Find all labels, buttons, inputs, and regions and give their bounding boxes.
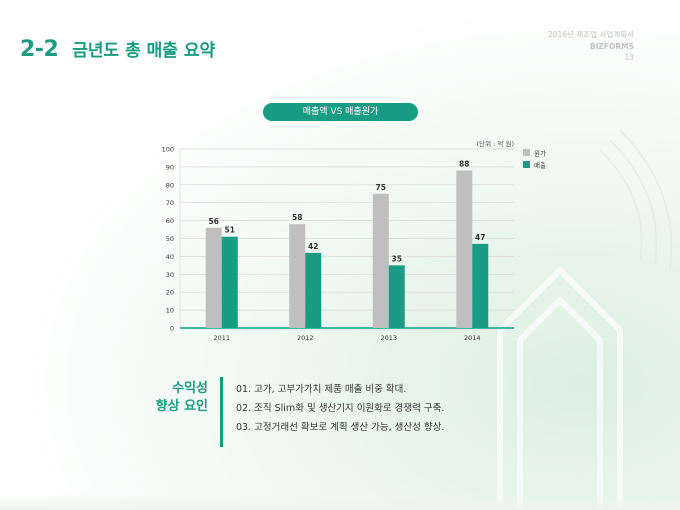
bar-sales <box>305 252 322 328</box>
unit-note: (단위 : 억 원) <box>477 139 514 148</box>
bar-value-label: 58 <box>292 213 302 222</box>
section-title: 금년도 총 매출 요약 <box>72 41 216 61</box>
slide-title: 2-2 금년도 총 매출 요약 <box>20 36 215 62</box>
summary-label: 수익성 향상 요인 <box>156 380 208 416</box>
y-axis-ticks: 0 10 20 30 40 50 60 70 80 90 100 <box>162 146 174 333</box>
summary-list: 01. 고가, 고부가가치 제품 매출 비중 확대. 02. 조직 Slim화 … <box>236 380 444 437</box>
summary-item: 02. 조직 Slim화 및 생산기지 이원화로 경쟁력 구축. <box>236 403 445 414</box>
bar-cost <box>289 224 306 328</box>
x-tick-label: 2012 <box>297 334 314 342</box>
section-number: 2-2 <box>20 37 59 62</box>
summary-item: 03. 고정거래선 확보로 계획 생산 가능, 생산성 향상. <box>236 422 445 433</box>
summary-divider <box>220 377 223 447</box>
bar-sales <box>221 236 238 328</box>
bar-value-label: 47 <box>475 233 485 242</box>
bar-cost <box>205 227 222 328</box>
bar-value-label: 88 <box>459 159 469 168</box>
document-meta: 2016년 제조업 사업계획서 BIZFORMS 13 <box>548 29 634 64</box>
bar-value-label: 56 <box>209 217 219 226</box>
bar-value-label: 75 <box>376 183 386 192</box>
bar-sales <box>388 265 405 328</box>
page-number: 13 <box>624 53 634 62</box>
y-tick-label: 20 <box>166 289 174 297</box>
footer-strip <box>0 494 680 510</box>
bar-sales <box>472 243 489 328</box>
y-tick-label: 50 <box>166 235 174 243</box>
summary-label-line2: 향상 요인 <box>155 399 208 414</box>
y-tick-label: 90 <box>166 163 174 171</box>
brand-name: BIZFORMS <box>589 41 634 51</box>
legend-swatch <box>523 161 530 168</box>
summary-item: 01. 고가, 고부가가치 제품 매출 비중 확대. <box>236 384 407 395</box>
document-title: 2016년 제조업 사업계획서 <box>548 30 634 39</box>
bar-data-labels: 56 51 58 42 75 35 88 47 <box>209 159 486 263</box>
bar-cost <box>456 170 473 328</box>
bar-value-label: 51 <box>225 226 235 235</box>
chart-title-pill: 매출액 VS 매출원가 <box>263 103 418 121</box>
summary-section: 수익성 향상 요인 01. 고가, 고부가가치 제품 매출 비중 확대. 02.… <box>0 375 680 455</box>
summary-label-line1: 수익성 <box>172 381 208 396</box>
legend-label: 원가 <box>534 149 546 158</box>
y-tick-label: 30 <box>166 271 174 279</box>
chart-bars <box>205 170 489 328</box>
legend-label: 매출 <box>534 161 546 170</box>
bar-value-label: 35 <box>392 254 402 263</box>
bar-cost <box>372 193 389 328</box>
x-tick-label: 2011 <box>213 334 230 342</box>
x-tick-label: 2014 <box>464 334 481 342</box>
x-axis-ticks: 2011 2012 2013 2014 <box>213 334 480 342</box>
y-tick-label: 70 <box>166 199 174 207</box>
legend-swatch <box>523 149 530 156</box>
y-tick-label: 0 <box>170 325 174 333</box>
y-tick-label: 100 <box>162 146 174 154</box>
y-tick-label: 80 <box>166 181 174 189</box>
y-tick-label: 60 <box>166 217 174 225</box>
x-tick-label: 2013 <box>380 334 397 342</box>
y-tick-label: 40 <box>166 253 174 261</box>
y-tick-label: 10 <box>166 307 174 315</box>
bar-value-label: 42 <box>308 242 318 251</box>
